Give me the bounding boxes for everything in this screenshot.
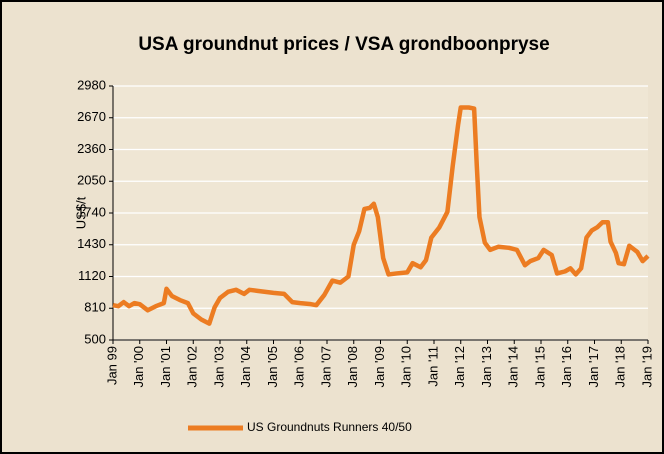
y-axis-label: US$/t <box>73 196 88 229</box>
y-tick-label: 1740 <box>77 204 106 219</box>
legend-label: US Groundnuts Runners 40/50 <box>247 420 412 434</box>
y-tick-label: 810 <box>84 300 106 315</box>
x-tick-label: Jan '03 <box>211 346 226 388</box>
x-tick-label: Jan '07 <box>318 346 333 388</box>
x-tick-label: Jan '17 <box>586 346 601 388</box>
x-tick-label: Jan '14 <box>506 346 521 388</box>
x-tick-label: Jan '02 <box>185 346 200 388</box>
x-tick-label: Jan '08 <box>345 346 360 388</box>
x-tick-label: Jan '12 <box>452 346 467 388</box>
x-tick-label: Jan '06 <box>292 346 307 388</box>
x-tick-label: Jan '13 <box>479 346 494 388</box>
y-tick-label: 2670 <box>77 109 106 124</box>
y-tick-label: 500 <box>84 331 106 346</box>
y-tick-label: 2360 <box>77 141 106 156</box>
x-tick-label: Jan '11 <box>425 346 440 387</box>
chart-title: USA groundnut prices / VSA grondboonprys… <box>138 34 549 55</box>
data-line <box>112 105 650 326</box>
x-tick-label: Jan '18 <box>613 346 628 388</box>
x-tick-label: Jan '10 <box>399 346 414 388</box>
y-tick-label: 1120 <box>78 268 106 283</box>
x-tick-label: Jan '19 <box>639 346 654 388</box>
x-tick-label: Jan '01 <box>158 346 173 388</box>
y-tick-label: 1430 <box>77 236 106 251</box>
x-tick-label: Jan 99 <box>104 346 119 385</box>
y-tick-label: 2980 <box>77 77 106 92</box>
x-tick-label: Jan '00 <box>131 346 146 388</box>
x-tick-label: Jan '15 <box>532 346 547 388</box>
x-tick-label: Jan '16 <box>559 346 574 388</box>
x-tick-label: Jan '04 <box>238 346 253 388</box>
x-tick-label: Jan '09 <box>372 346 387 388</box>
x-tick-label: Jan '05 <box>265 346 280 388</box>
y-tick-label: 2050 <box>77 173 106 188</box>
